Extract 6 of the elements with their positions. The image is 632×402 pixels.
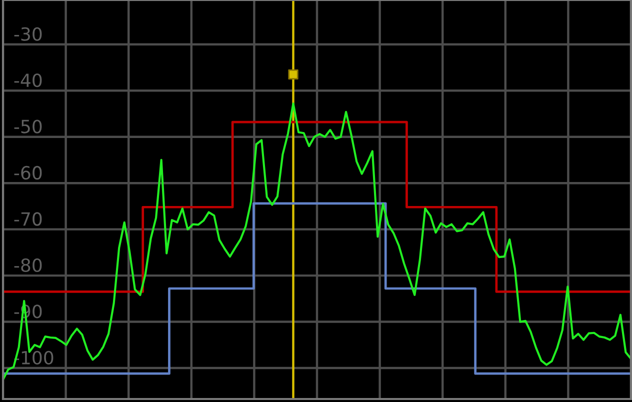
y-tick-label: -30 xyxy=(14,27,42,41)
y-tick-label: -80 xyxy=(14,258,42,272)
y-tick-label: -50 xyxy=(14,120,42,134)
y-tick-label: -60 xyxy=(14,166,42,180)
y-tick-label: -40 xyxy=(14,73,42,88)
y-tick-label: -70 xyxy=(14,212,42,226)
